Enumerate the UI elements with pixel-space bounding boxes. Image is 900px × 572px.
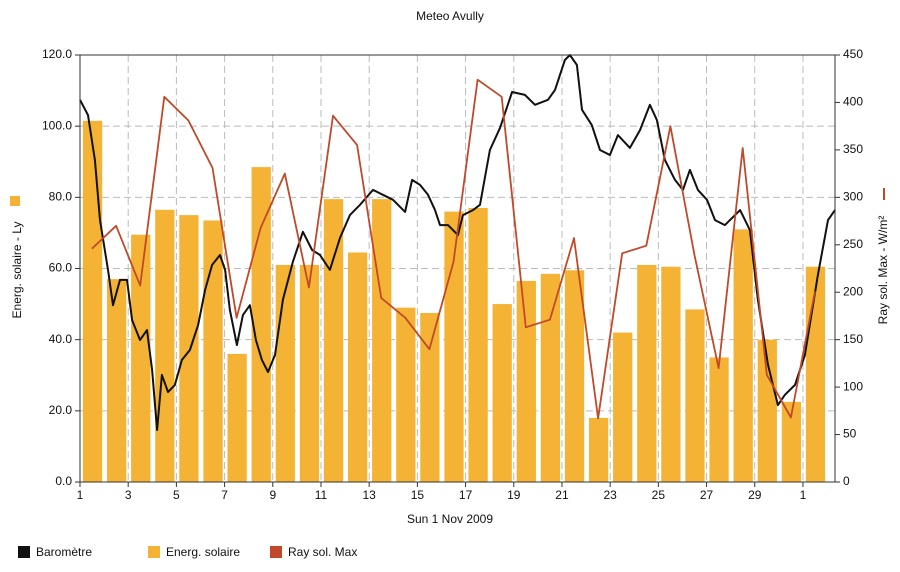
bar <box>82 120 103 483</box>
bar <box>588 417 609 482</box>
x-tick-label: 11 <box>315 488 328 502</box>
bar <box>420 312 440 482</box>
legend-label: Baromètre <box>36 545 92 559</box>
bar <box>805 266 826 482</box>
legend-swatch <box>148 546 160 558</box>
x-tick-label: 25 <box>652 488 666 502</box>
y2-tick-label: 100 <box>843 379 863 393</box>
bar <box>661 266 681 482</box>
line <box>79 54 836 431</box>
y2-axis-title: Ray sol. Max - W/m² <box>876 216 890 325</box>
legend-swatch <box>18 546 30 558</box>
x-tick-label: 19 <box>507 488 521 502</box>
plot-frame <box>79 54 836 483</box>
x-tick-label: 15 <box>411 488 425 502</box>
line <box>91 78 816 420</box>
bar <box>396 307 416 482</box>
y2-tick-label: 150 <box>843 332 863 346</box>
x-tick-label: 21 <box>555 488 569 502</box>
x-tick-label: 27 <box>700 488 714 502</box>
x-tick-label: 1 <box>77 488 84 502</box>
bar <box>613 332 633 482</box>
bar <box>781 401 802 482</box>
bar <box>347 252 368 482</box>
bar <box>227 353 247 482</box>
bar <box>637 264 657 482</box>
y2-tick-label: 300 <box>843 190 863 204</box>
y2-tick-label: 0 <box>843 474 850 488</box>
legend-swatch <box>270 546 282 558</box>
x-tick-label: 7 <box>221 488 228 502</box>
bar <box>155 209 175 482</box>
bar <box>131 234 151 482</box>
bar <box>275 264 295 482</box>
bar <box>540 273 561 482</box>
bar <box>372 199 392 483</box>
y-tick-label: 60.0 <box>49 261 73 275</box>
y-tick-label: 40.0 <box>49 332 73 346</box>
x-tick-label: 5 <box>173 488 180 502</box>
bar <box>685 309 705 482</box>
bar <box>757 339 777 482</box>
y-tick-label: 20.0 <box>49 403 73 417</box>
bar <box>492 304 512 482</box>
x-tick-label: 3 <box>125 488 132 502</box>
y-tick-label: 80.0 <box>49 190 73 204</box>
bar <box>179 215 199 482</box>
x-axis-title: Sun 1 Nov 2009 <box>407 512 493 526</box>
y2-tick-label: 200 <box>843 284 863 298</box>
legend-label: Energ. solaire <box>166 545 240 559</box>
x-tick-label: 1 <box>800 488 807 502</box>
bar <box>564 270 585 482</box>
x-tick-label: 13 <box>363 488 377 502</box>
chart-title: Meteo Avully <box>416 9 484 23</box>
axis-swatch <box>10 196 20 206</box>
bar <box>709 357 729 482</box>
bar <box>299 264 320 482</box>
legend-label: Ray sol. Max <box>288 545 357 559</box>
x-tick-label: 23 <box>603 488 617 502</box>
bar <box>323 199 344 483</box>
y2-tick-label: 50 <box>843 427 857 441</box>
x-tick-label: 9 <box>269 488 276 502</box>
y2-tick-label: 250 <box>843 237 863 251</box>
x-tick-label: 29 <box>748 488 762 502</box>
y-axis-title: Energ. solaire - Ly <box>10 222 24 319</box>
bar <box>468 208 488 482</box>
y2-tick-label: 350 <box>843 142 863 156</box>
bar <box>106 279 127 482</box>
bar <box>733 229 753 482</box>
y2-tick-label: 400 <box>843 95 863 109</box>
bar <box>516 280 536 482</box>
bar <box>251 167 271 482</box>
x-tick-label: 17 <box>459 488 473 502</box>
y-tick-label: 100.0 <box>42 118 72 132</box>
bar <box>203 220 223 482</box>
y-tick-label: 120.0 <box>42 47 72 61</box>
y-tick-label: 0.0 <box>55 474 72 488</box>
y2-tick-label: 450 <box>843 47 863 61</box>
